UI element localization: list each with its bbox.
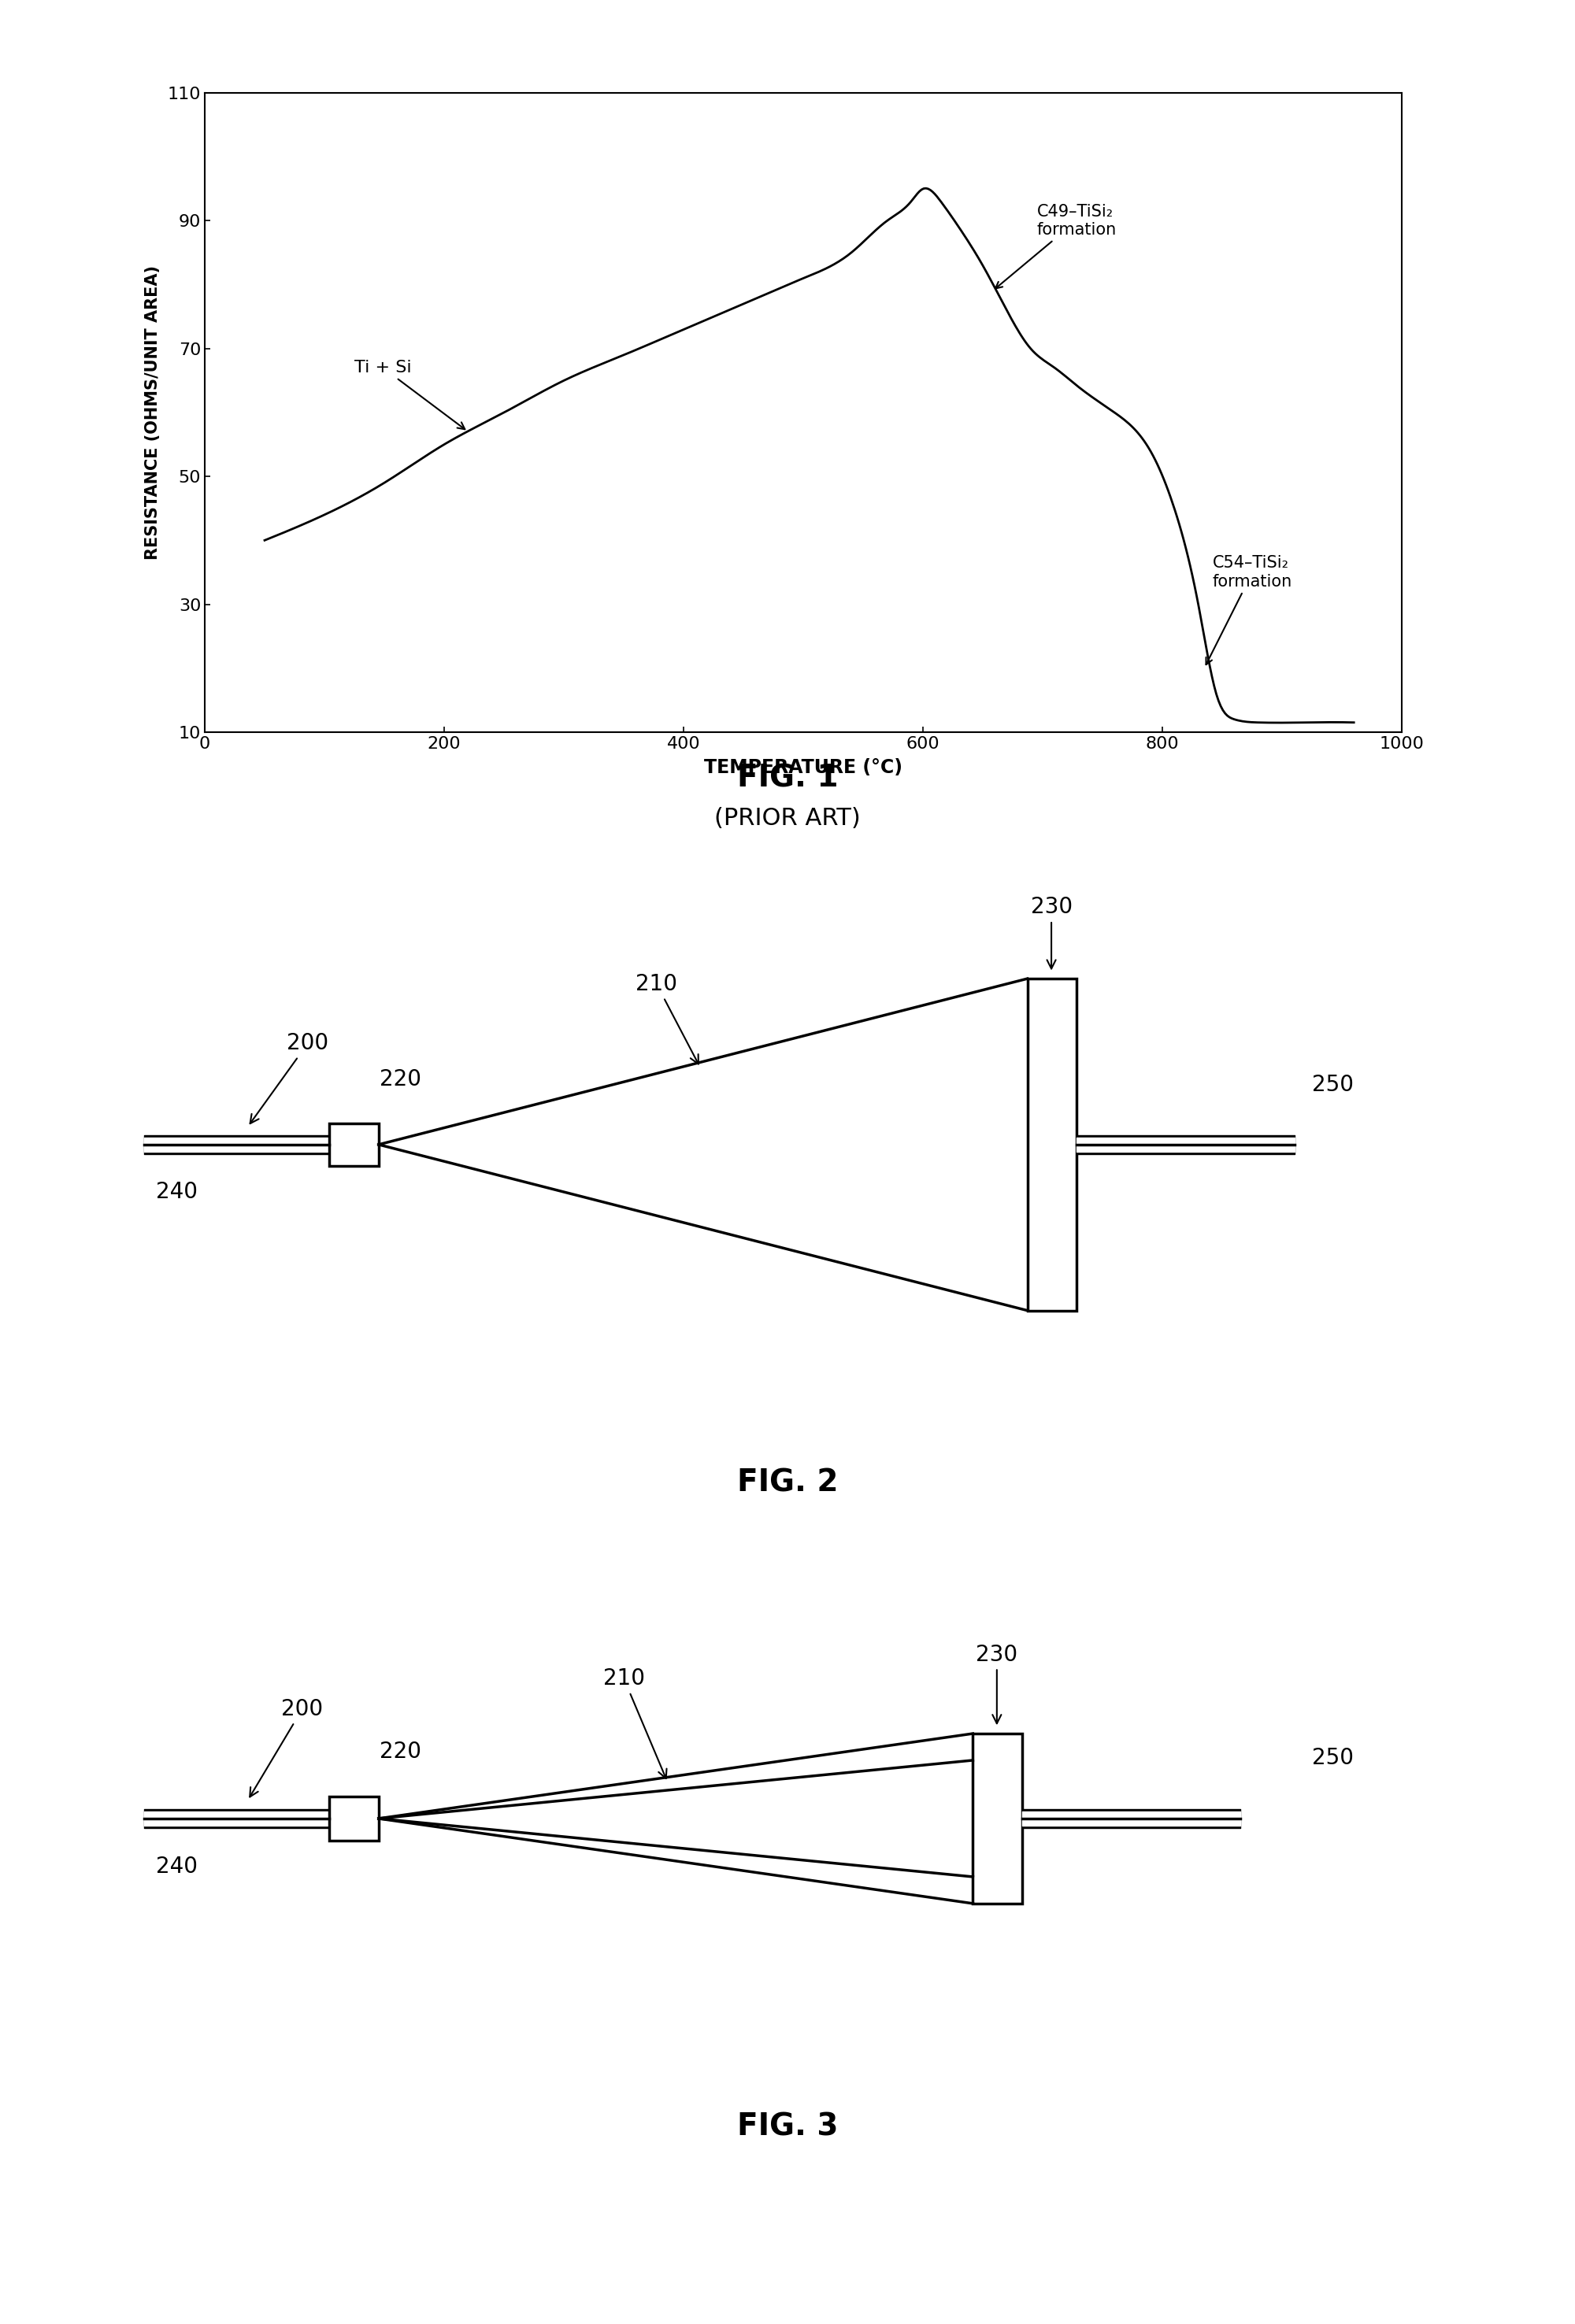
Text: FIG. 2: FIG. 2: [737, 1469, 838, 1497]
Y-axis label: RESISTANCE (OHMS/UNIT AREA): RESISTANCE (OHMS/UNIT AREA): [145, 265, 161, 560]
Text: 250: 250: [1312, 1074, 1353, 1097]
Text: 230: 230: [1030, 897, 1073, 969]
Text: 220: 220: [380, 1741, 421, 1762]
Text: C49–TiSi₂
formation: C49–TiSi₂ formation: [995, 205, 1117, 288]
Text: FIG. 1: FIG. 1: [737, 765, 838, 792]
Text: 240: 240: [156, 1181, 198, 1202]
Text: FIG. 3: FIG. 3: [737, 2113, 838, 2140]
Text: C54–TiSi₂
formation: C54–TiSi₂ formation: [1206, 555, 1293, 665]
Text: (PRIOR ART): (PRIOR ART): [715, 806, 860, 830]
Text: 200: 200: [250, 1032, 329, 1122]
Bar: [329, 1122, 378, 1167]
Text: 220: 220: [380, 1069, 421, 1090]
Text: 200: 200: [250, 1699, 323, 1796]
Text: 250: 250: [1312, 1748, 1353, 1769]
Text: 210: 210: [603, 1669, 666, 1778]
Text: 230: 230: [976, 1643, 1017, 1724]
Text: 240: 240: [156, 1857, 198, 1878]
Bar: [1027, 978, 1076, 1311]
Text: Ti + Si: Ti + Si: [354, 360, 465, 430]
Bar: [973, 1734, 1022, 1903]
Text: 210: 210: [636, 974, 698, 1064]
X-axis label: TEMPERATURE (°C): TEMPERATURE (°C): [704, 758, 902, 776]
Bar: [329, 1796, 378, 1841]
